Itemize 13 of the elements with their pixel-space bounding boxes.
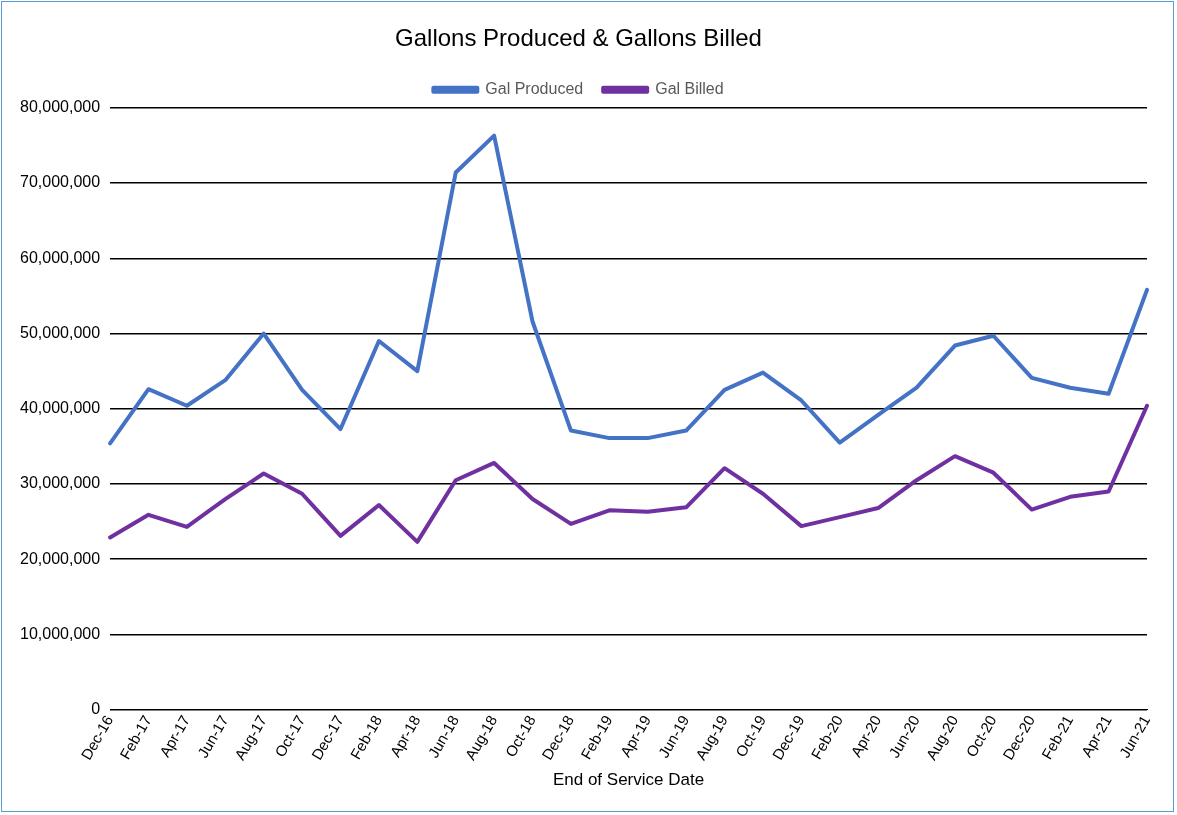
y-tick-label: 60,000,000 <box>20 248 101 266</box>
y-tick-label: 80,000,000 <box>20 98 101 116</box>
x-axis-title: End of Service Date <box>552 770 705 790</box>
y-tick-label: 70,000,000 <box>20 173 101 191</box>
y-tick-label: 0 <box>91 700 101 718</box>
y-tick-label: 40,000,000 <box>20 399 101 417</box>
legend-label: Gal Billed <box>655 80 724 98</box>
legend-label: Gal Produced <box>485 80 584 98</box>
y-tick-label: 10,000,000 <box>20 624 101 642</box>
chart-title: Gallons Produced & Gallons Billed <box>395 24 762 52</box>
y-tick-label: 30,000,000 <box>20 474 101 492</box>
y-tick-label: 20,000,000 <box>20 549 101 567</box>
y-tick-label: 50,000,000 <box>20 323 101 341</box>
